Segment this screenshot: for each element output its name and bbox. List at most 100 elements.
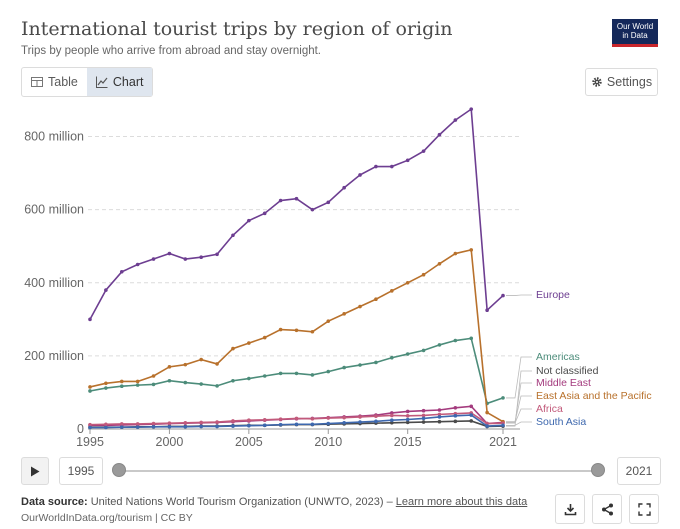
data-point-east-asia-and-the-pacific[interactable] bbox=[405, 280, 410, 285]
data-point-east-asia-and-the-pacific[interactable] bbox=[469, 248, 474, 252]
data-point-south-asia[interactable] bbox=[88, 425, 92, 430]
data-point-africa[interactable] bbox=[231, 419, 235, 423]
data-point-africa[interactable] bbox=[247, 418, 251, 423]
data-point-europe[interactable] bbox=[104, 288, 108, 292]
data-point-south-asia[interactable] bbox=[501, 423, 505, 428]
data-point-middle-east[interactable] bbox=[437, 408, 442, 412]
learn-more-link[interactable]: Learn more about this data bbox=[395, 496, 528, 508]
data-point-south-asia[interactable] bbox=[421, 416, 426, 421]
data-point-americas[interactable] bbox=[374, 360, 378, 365]
data-point-africa[interactable] bbox=[405, 414, 410, 418]
data-point-east-asia-and-the-pacific[interactable] bbox=[326, 319, 331, 323]
timeline-track[interactable] bbox=[118, 470, 596, 472]
data-point-east-asia-and-the-pacific[interactable] bbox=[374, 297, 378, 302]
data-point-east-asia-and-the-pacific[interactable] bbox=[453, 251, 458, 256]
data-point-east-asia-and-the-pacific[interactable] bbox=[437, 261, 442, 266]
data-point-east-asia-and-the-pacific[interactable] bbox=[485, 410, 489, 415]
owid-logo[interactable]: Our World in Data bbox=[612, 19, 658, 47]
data-point-south-asia[interactable] bbox=[151, 425, 156, 429]
download-button[interactable] bbox=[555, 494, 585, 524]
data-point-europe[interactable] bbox=[215, 252, 219, 257]
data-point-africa[interactable] bbox=[310, 416, 315, 421]
data-point-africa[interactable] bbox=[358, 415, 362, 419]
data-point-americas[interactable] bbox=[501, 396, 505, 400]
data-point-africa[interactable] bbox=[262, 418, 267, 422]
data-point-africa[interactable] bbox=[421, 413, 426, 418]
data-point-europe[interactable] bbox=[294, 196, 299, 201]
series-label-americas[interactable]: Americas bbox=[536, 351, 580, 363]
data-point-south-asia[interactable] bbox=[104, 425, 108, 430]
data-point-europe[interactable] bbox=[374, 164, 378, 169]
data-point-east-asia-and-the-pacific[interactable] bbox=[104, 381, 108, 386]
data-point-south-asia[interactable] bbox=[469, 413, 474, 417]
data-point-europe[interactable] bbox=[199, 255, 203, 259]
data-point-americas[interactable] bbox=[405, 352, 410, 356]
data-point-not-classified[interactable] bbox=[453, 419, 458, 424]
data-point-europe[interactable] bbox=[231, 233, 235, 238]
data-point-not-classified[interactable] bbox=[421, 420, 426, 424]
data-point-east-asia-and-the-pacific[interactable] bbox=[151, 374, 156, 378]
data-point-americas[interactable] bbox=[247, 376, 251, 381]
data-point-africa[interactable] bbox=[135, 422, 140, 426]
data-point-east-asia-and-the-pacific[interactable] bbox=[421, 272, 426, 277]
data-point-south-asia[interactable] bbox=[374, 419, 378, 424]
data-point-south-asia[interactable] bbox=[278, 422, 283, 427]
data-point-europe[interactable] bbox=[390, 164, 394, 169]
data-point-americas[interactable] bbox=[135, 383, 140, 387]
data-point-americas[interactable] bbox=[421, 348, 426, 353]
series-line-americas[interactable] bbox=[89, 337, 504, 405]
data-point-east-asia-and-the-pacific[interactable] bbox=[231, 346, 235, 351]
data-point-europe[interactable] bbox=[151, 257, 156, 261]
data-point-middle-east[interactable] bbox=[390, 411, 394, 415]
data-point-americas[interactable] bbox=[167, 378, 172, 383]
series-line-east-asia-and-the-pacific[interactable] bbox=[89, 248, 504, 423]
tab-table[interactable]: Table bbox=[22, 68, 87, 96]
data-point-east-asia-and-the-pacific[interactable] bbox=[310, 329, 315, 334]
data-point-africa[interactable] bbox=[342, 415, 346, 420]
data-point-americas[interactable] bbox=[119, 384, 124, 389]
data-point-europe[interactable] bbox=[453, 118, 458, 122]
data-point-africa[interactable] bbox=[326, 416, 331, 420]
data-point-europe[interactable] bbox=[421, 149, 426, 153]
data-point-south-asia[interactable] bbox=[310, 422, 315, 427]
data-point-east-asia-and-the-pacific[interactable] bbox=[358, 304, 362, 309]
data-point-africa[interactable] bbox=[104, 422, 108, 427]
data-point-south-asia[interactable] bbox=[453, 414, 458, 418]
data-point-east-asia-and-the-pacific[interactable] bbox=[215, 362, 219, 366]
timeline-end-year[interactable]: 2021 bbox=[617, 457, 661, 485]
data-point-europe[interactable] bbox=[342, 185, 346, 190]
data-point-not-classified[interactable] bbox=[469, 419, 474, 423]
data-point-europe[interactable] bbox=[262, 211, 267, 216]
series-label-africa[interactable]: Africa bbox=[536, 403, 563, 415]
data-point-east-asia-and-the-pacific[interactable] bbox=[183, 362, 188, 367]
data-point-europe[interactable] bbox=[405, 158, 410, 163]
data-point-south-asia[interactable] bbox=[326, 421, 331, 426]
data-point-east-asia-and-the-pacific[interactable] bbox=[199, 357, 203, 362]
data-point-east-asia-and-the-pacific[interactable] bbox=[390, 289, 394, 293]
data-point-africa[interactable] bbox=[119, 422, 124, 426]
data-point-europe[interactable] bbox=[135, 262, 140, 267]
data-point-east-asia-and-the-pacific[interactable] bbox=[247, 341, 251, 345]
data-point-europe[interactable] bbox=[469, 107, 474, 111]
data-point-africa[interactable] bbox=[167, 421, 172, 425]
data-point-africa[interactable] bbox=[215, 420, 219, 424]
data-point-south-asia[interactable] bbox=[231, 424, 235, 428]
data-point-americas[interactable] bbox=[215, 384, 219, 388]
data-point-south-asia[interactable] bbox=[485, 424, 489, 428]
data-point-east-asia-and-the-pacific[interactable] bbox=[135, 379, 140, 384]
data-point-middle-east[interactable] bbox=[421, 408, 426, 413]
data-point-south-asia[interactable] bbox=[135, 425, 140, 429]
data-point-not-classified[interactable] bbox=[437, 419, 442, 424]
data-point-africa[interactable] bbox=[183, 420, 188, 425]
citation-line[interactable]: OurWorldInData.org/tourism | CC BY bbox=[21, 512, 193, 524]
data-point-not-classified[interactable] bbox=[390, 420, 394, 425]
data-point-east-asia-and-the-pacific[interactable] bbox=[262, 335, 267, 340]
data-point-south-asia[interactable] bbox=[183, 425, 188, 429]
data-point-americas[interactable] bbox=[104, 386, 108, 390]
data-point-south-asia[interactable] bbox=[215, 424, 219, 429]
series-label-east-asia-and-the-pacific[interactable]: East Asia and the Pacific bbox=[536, 390, 652, 402]
data-point-africa[interactable] bbox=[374, 414, 378, 419]
data-point-south-asia[interactable] bbox=[390, 418, 394, 423]
data-point-europe[interactable] bbox=[358, 173, 362, 177]
data-point-americas[interactable] bbox=[326, 369, 331, 374]
